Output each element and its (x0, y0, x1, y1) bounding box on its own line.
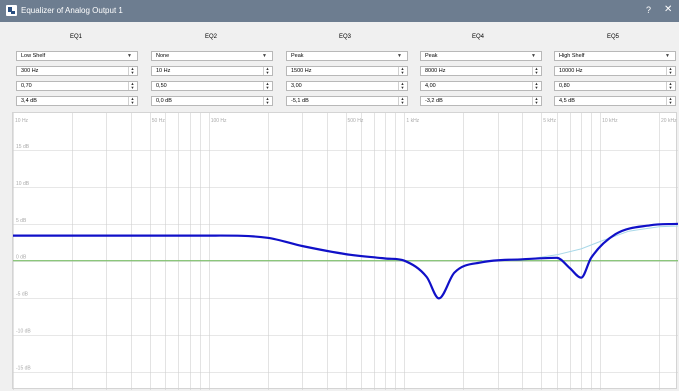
gain-tick-label: -15 dB (16, 366, 31, 372)
gain-tick-label: 15 dB (16, 144, 30, 150)
spin-arrows-icon[interactable]: ▲ ▼ (398, 97, 406, 105)
eq3-type-value: Peak (291, 53, 304, 59)
chevron-down-icon: ▼ (397, 53, 402, 59)
spin-arrows-icon[interactable]: ▲ ▼ (263, 82, 271, 90)
grid-lines (13, 113, 678, 390)
eq5-gain-spinbox[interactable]: 4,5 dB ▲ ▼ (554, 96, 676, 106)
eq4-gain-spinbox[interactable]: -3,2 dB ▲ ▼ (420, 96, 542, 106)
spin-arrows-icon[interactable]: ▲ ▼ (128, 82, 136, 90)
eq4-q-value: 4,00 (425, 83, 436, 89)
eq3-tab[interactable]: EQ3 (338, 34, 351, 40)
eq2-type-select[interactable]: None ▼ (151, 51, 273, 61)
spin-arrows-icon[interactable]: ▲ ▼ (398, 82, 406, 90)
eq2-frequency-spinbox[interactable]: 10 Hz ▲ ▼ (151, 66, 273, 76)
eq2-gain-value: 0,0 dB (156, 98, 172, 104)
window-title: Equalizer of Analog Output 1 (21, 6, 123, 15)
eq1-type-value: Low Shelf (21, 53, 46, 59)
axis-labels: 10 Hz 50 Hz 100 Hz 500 Hz 1 kHz 5 kHz 10 kHz 20… (15, 118, 677, 372)
spin-arrows-icon[interactable]: ▲ ▼ (532, 82, 540, 90)
eq3-type-select[interactable]: Peak ▼ (286, 51, 408, 61)
eq1-q-spinbox[interactable]: 0,70 ▲ ▼ (16, 81, 138, 91)
frequency-response-graph[interactable]: 10 Hz 50 Hz 100 Hz 500 Hz 1 kHz 5 kHz 10 kHz 20… (12, 112, 678, 390)
spin-arrows-icon[interactable]: ▲ ▼ (128, 97, 136, 105)
spin-arrows-icon[interactable]: ▲ ▼ (666, 97, 674, 105)
spin-arrows-icon[interactable]: ▲ ▼ (532, 97, 540, 105)
chevron-down-icon: ▼ (531, 53, 536, 59)
freq-tick-label: 100 Hz (211, 118, 227, 124)
frequency-response-chart: 10 Hz 50 Hz 100 Hz 500 Hz 1 kHz 5 kHz 10 kHz 20… (13, 113, 678, 390)
spin-arrows-icon[interactable]: ▲ ▼ (263, 67, 271, 75)
eq1-gain-value: 3,4 dB (21, 98, 37, 104)
eq3-q-value: 3,00 (291, 83, 302, 89)
eq1-frequency-value: 300 Hz (21, 68, 39, 74)
eq5-band-curve (482, 225, 678, 262)
eq2-frequency-value: 10 Hz (156, 68, 171, 74)
eq5-q-value: 0,80 (559, 83, 570, 89)
eq2-q-value: 0,50 (156, 83, 167, 89)
eq2-type-value: None (156, 53, 170, 59)
freq-tick-label: 50 Hz (152, 118, 166, 124)
eq3-gain-value: -5,1 dB (291, 98, 309, 104)
freq-tick-label: 1 kHz (406, 118, 419, 124)
eq3-gain-spinbox[interactable]: -5,1 dB ▲ ▼ (286, 96, 408, 106)
help-button[interactable]: ? (646, 5, 652, 15)
eq5-tab[interactable]: EQ5 (606, 34, 619, 40)
spin-arrows-icon[interactable]: ▲ ▼ (398, 67, 406, 75)
gain-tick-label: -10 dB (16, 329, 31, 335)
eq5-frequency-value: 10000 Hz (559, 68, 583, 74)
chevron-down-icon: ▼ (665, 53, 670, 59)
spin-arrows-icon[interactable]: ▲ ▼ (263, 97, 271, 105)
combined-response-curve (13, 222, 678, 300)
gain-tick-label: 0 dB (16, 255, 27, 261)
eq1-q-value: 0,70 (21, 83, 32, 89)
close-button[interactable]: ✕ (664, 4, 673, 15)
eq1-gain-spinbox[interactable]: 3,4 dB ▲ ▼ (16, 96, 138, 106)
spin-arrows-icon[interactable]: ▲ ▼ (666, 67, 674, 75)
eq4-type-value: Peak (425, 53, 438, 59)
eq3-frequency-value: 1500 Hz (291, 68, 312, 74)
gain-tick-label: 5 dB (16, 218, 27, 224)
eq5-frequency-spinbox[interactable]: 10000 Hz ▲ ▼ (554, 66, 676, 76)
spin-arrows-icon[interactable]: ▲ ▼ (128, 67, 136, 75)
eq4-frequency-spinbox[interactable]: 8000 Hz ▲ ▼ (420, 66, 542, 76)
eq4-q-spinbox[interactable]: 4,00 ▲ ▼ (420, 81, 542, 91)
title-bar: Equalizer of Analog Output 1 ? ✕ (0, 0, 679, 22)
eq4-tab[interactable]: EQ4 (471, 34, 484, 40)
app-icon (6, 5, 17, 16)
freq-tick-label: 10 kHz (602, 118, 618, 124)
curves (13, 222, 678, 300)
eq1-tab[interactable]: EQ1 (69, 34, 82, 40)
eq4-frequency-value: 8000 Hz (425, 68, 446, 74)
spin-arrows-icon[interactable]: ▲ ▼ (666, 82, 674, 90)
freq-tick-label: 5 kHz (543, 118, 556, 124)
freq-tick-label: 20 kHz (661, 118, 677, 124)
eq1-type-select[interactable]: Low Shelf ▼ (16, 51, 138, 61)
eq5-q-spinbox[interactable]: 0,80 ▲ ▼ (554, 81, 676, 91)
eq2-gain-spinbox[interactable]: 0,0 dB ▲ ▼ (151, 96, 273, 106)
eq2-q-spinbox[interactable]: 0,50 ▲ ▼ (151, 81, 273, 91)
freq-tick-label: 500 Hz (348, 118, 364, 124)
eq5-gain-value: 4,5 dB (559, 98, 575, 104)
chevron-down-icon: ▼ (262, 53, 267, 59)
eq4-gain-value: -3,2 dB (425, 98, 443, 104)
spin-arrows-icon[interactable]: ▲ ▼ (532, 67, 540, 75)
freq-tick-label: 10 Hz (15, 118, 29, 124)
gain-tick-label: -5 dB (16, 292, 29, 298)
eq4-type-select[interactable]: Peak ▼ (420, 51, 542, 61)
gain-tick-label: 10 dB (16, 181, 30, 187)
eq5-type-select[interactable]: High Shelf ▼ (554, 51, 676, 61)
eq3-q-spinbox[interactable]: 3,00 ▲ ▼ (286, 81, 408, 91)
eq3-frequency-spinbox[interactable]: 1500 Hz ▲ ▼ (286, 66, 408, 76)
eq5-type-value: High Shelf (559, 53, 585, 59)
chevron-down-icon: ▼ (127, 53, 132, 59)
eq2-tab[interactable]: EQ2 (204, 34, 217, 40)
eq1-frequency-spinbox[interactable]: 300 Hz ▲ ▼ (16, 66, 138, 76)
